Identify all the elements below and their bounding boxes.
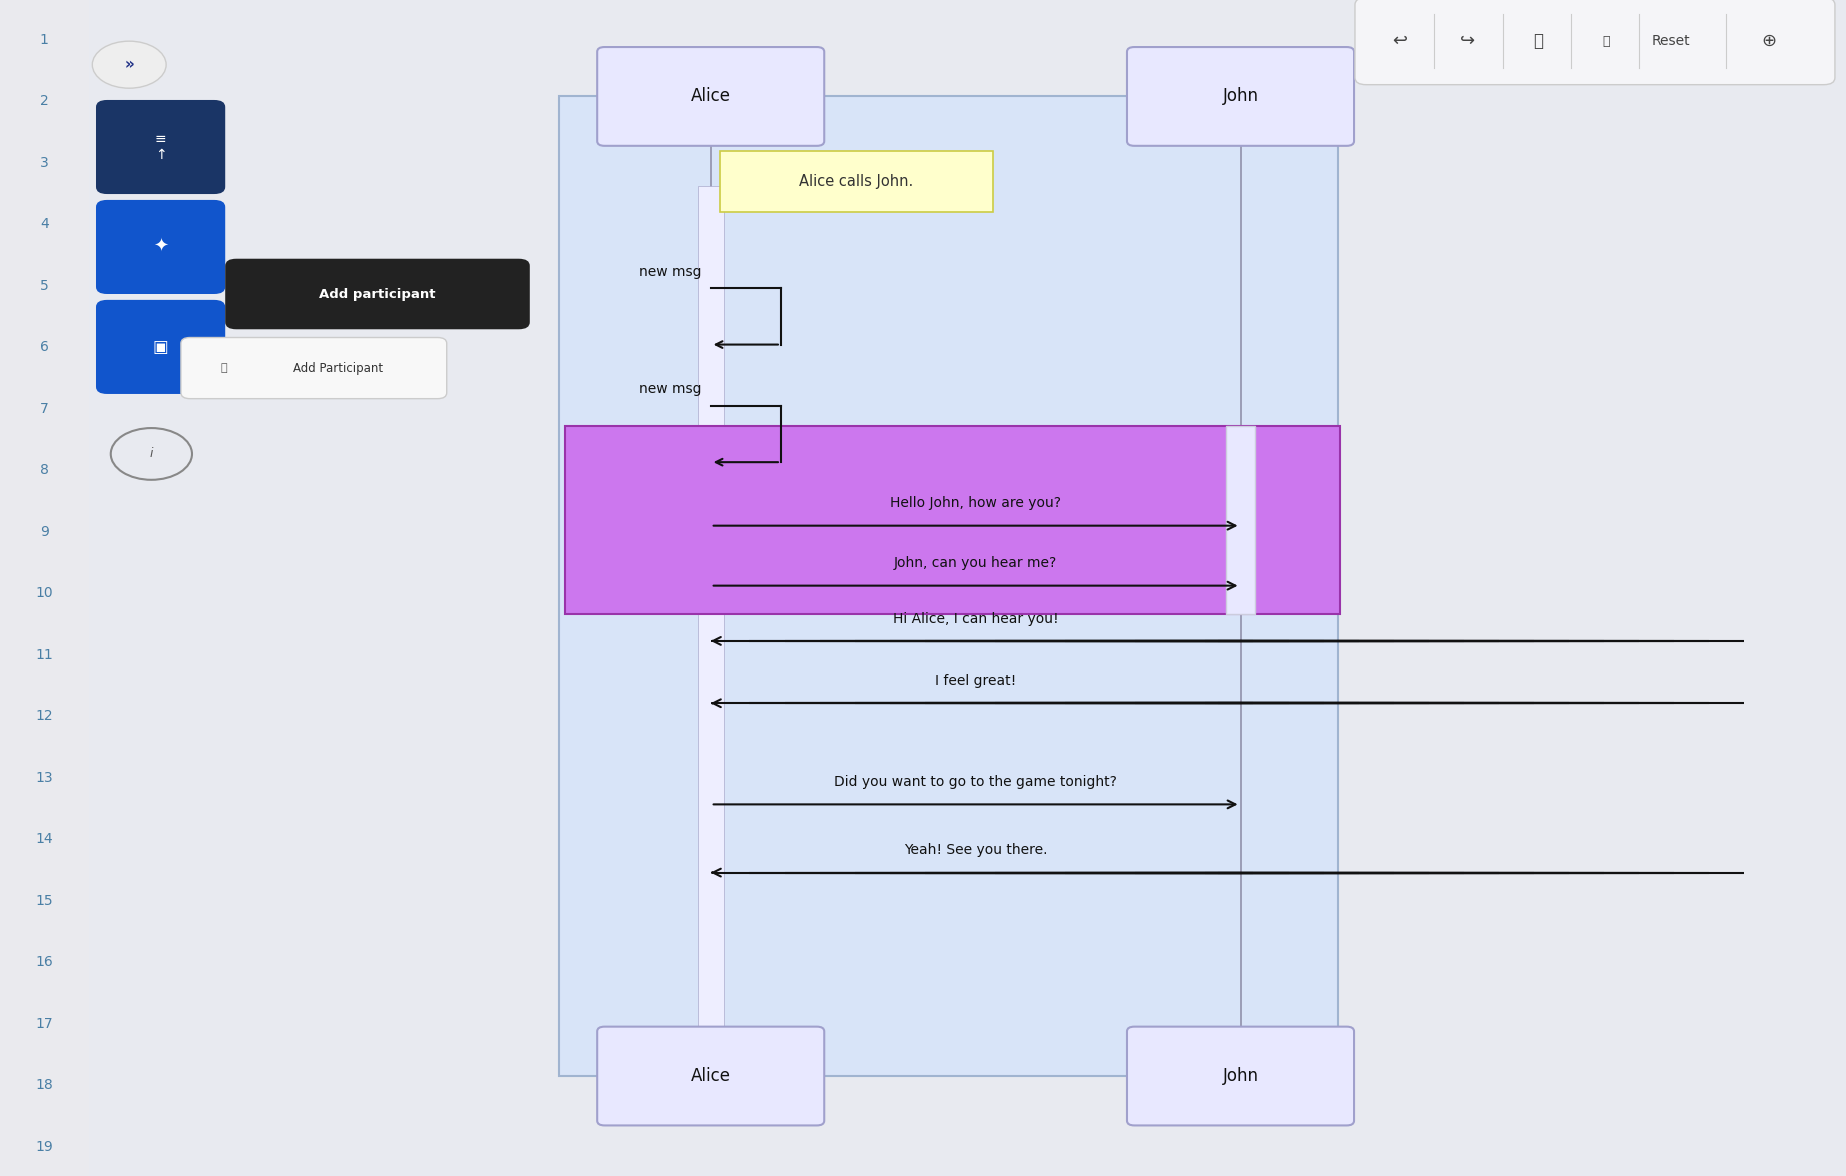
Text: ▣: ▣: [153, 338, 168, 356]
Text: Yeah! See you there.: Yeah! See you there.: [905, 843, 1047, 857]
Text: 1: 1: [41, 33, 48, 47]
Text: ✦: ✦: [153, 238, 168, 256]
Bar: [565, 426, 1340, 614]
Bar: [720, 151, 993, 212]
Text: ↪: ↪: [1460, 32, 1475, 51]
Text: Hi Alice, I can hear you!: Hi Alice, I can hear you!: [893, 612, 1058, 626]
Text: 🚶: 🚶: [220, 363, 227, 373]
Bar: [559, 96, 1338, 1076]
Text: Did you want to go to the game tonight?: Did you want to go to the game tonight?: [834, 775, 1117, 789]
Text: new msg: new msg: [639, 382, 701, 396]
Text: John: John: [1222, 1067, 1259, 1085]
Text: new msg: new msg: [639, 265, 701, 279]
Text: 3: 3: [41, 156, 48, 171]
Text: 15: 15: [35, 894, 54, 908]
Text: ✋: ✋: [1532, 32, 1543, 51]
Text: ≡
↑: ≡ ↑: [155, 132, 166, 162]
Text: 5: 5: [41, 279, 48, 293]
FancyBboxPatch shape: [181, 338, 447, 399]
Text: 12: 12: [35, 709, 54, 723]
FancyBboxPatch shape: [1126, 47, 1355, 146]
FancyBboxPatch shape: [1355, 0, 1835, 85]
Text: i: i: [150, 447, 153, 461]
Text: »: »: [124, 58, 135, 72]
Text: Reset: Reset: [1652, 34, 1689, 48]
Text: Hello John, how are you?: Hello John, how are you?: [890, 496, 1061, 510]
Text: ↩: ↩: [1392, 32, 1407, 51]
FancyBboxPatch shape: [225, 259, 530, 329]
FancyBboxPatch shape: [1126, 1027, 1355, 1125]
Text: ⊕: ⊕: [1761, 32, 1776, 51]
Text: 8: 8: [41, 463, 48, 477]
Text: 4: 4: [41, 218, 48, 232]
Text: Add Participant: Add Participant: [294, 361, 384, 375]
Text: 11: 11: [35, 648, 54, 662]
Text: 9: 9: [41, 524, 48, 539]
Text: Alice: Alice: [690, 87, 731, 106]
FancyBboxPatch shape: [96, 300, 225, 394]
Bar: [698, 186, 724, 1031]
Text: 7: 7: [41, 402, 48, 416]
Text: 10: 10: [35, 587, 54, 600]
Text: John, can you hear me?: John, can you hear me?: [893, 556, 1058, 570]
Text: 6: 6: [41, 340, 48, 354]
Bar: [0, 0, 89, 1176]
FancyBboxPatch shape: [598, 1027, 823, 1125]
Circle shape: [92, 41, 166, 88]
Text: John: John: [1222, 87, 1259, 106]
Text: 13: 13: [35, 770, 54, 784]
Text: 🔍: 🔍: [1602, 34, 1610, 48]
Text: 18: 18: [35, 1078, 54, 1093]
Text: Alice: Alice: [690, 1067, 731, 1085]
Text: I feel great!: I feel great!: [934, 674, 1017, 688]
Text: 19: 19: [35, 1140, 54, 1154]
Text: Add participant: Add participant: [319, 287, 436, 301]
Text: 14: 14: [35, 833, 54, 847]
Text: 16: 16: [35, 955, 54, 969]
FancyBboxPatch shape: [96, 200, 225, 294]
FancyBboxPatch shape: [96, 100, 225, 194]
Text: Alice calls John.: Alice calls John.: [799, 174, 914, 188]
Text: 17: 17: [35, 1016, 54, 1030]
Text: 2: 2: [41, 94, 48, 108]
Bar: [1226, 426, 1255, 614]
FancyBboxPatch shape: [598, 47, 823, 146]
